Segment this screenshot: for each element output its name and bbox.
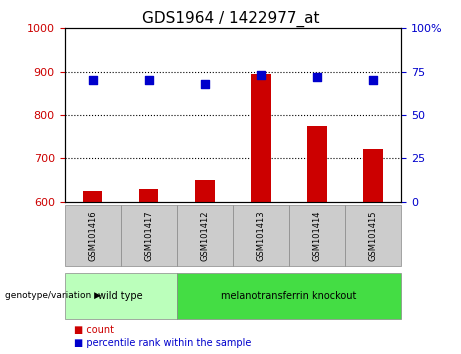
Text: melanotransferrin knockout: melanotransferrin knockout: [221, 291, 356, 301]
Point: [201, 81, 208, 87]
Text: GSM101416: GSM101416: [88, 210, 97, 261]
Text: GSM101413: GSM101413: [256, 210, 266, 261]
Point: [369, 78, 377, 83]
Bar: [139, 189, 159, 202]
Text: GDS1964 / 1422977_at: GDS1964 / 1422977_at: [142, 11, 319, 27]
Bar: [363, 149, 383, 202]
Text: GSM101415: GSM101415: [368, 210, 378, 261]
Text: ■ percentile rank within the sample: ■ percentile rank within the sample: [74, 338, 251, 348]
Text: genotype/variation ▶: genotype/variation ▶: [5, 291, 100, 300]
Point: [313, 74, 321, 80]
Bar: [251, 74, 271, 202]
Point: [145, 78, 152, 83]
Text: GSM101412: GSM101412: [200, 210, 209, 261]
Text: GSM101417: GSM101417: [144, 210, 153, 261]
Point: [89, 78, 96, 83]
Text: wild type: wild type: [98, 291, 143, 301]
Bar: [195, 180, 214, 202]
Bar: [307, 126, 327, 202]
Point: [257, 72, 265, 78]
Text: GSM101414: GSM101414: [313, 210, 321, 261]
Bar: [83, 191, 102, 202]
Text: ■ count: ■ count: [74, 325, 114, 335]
